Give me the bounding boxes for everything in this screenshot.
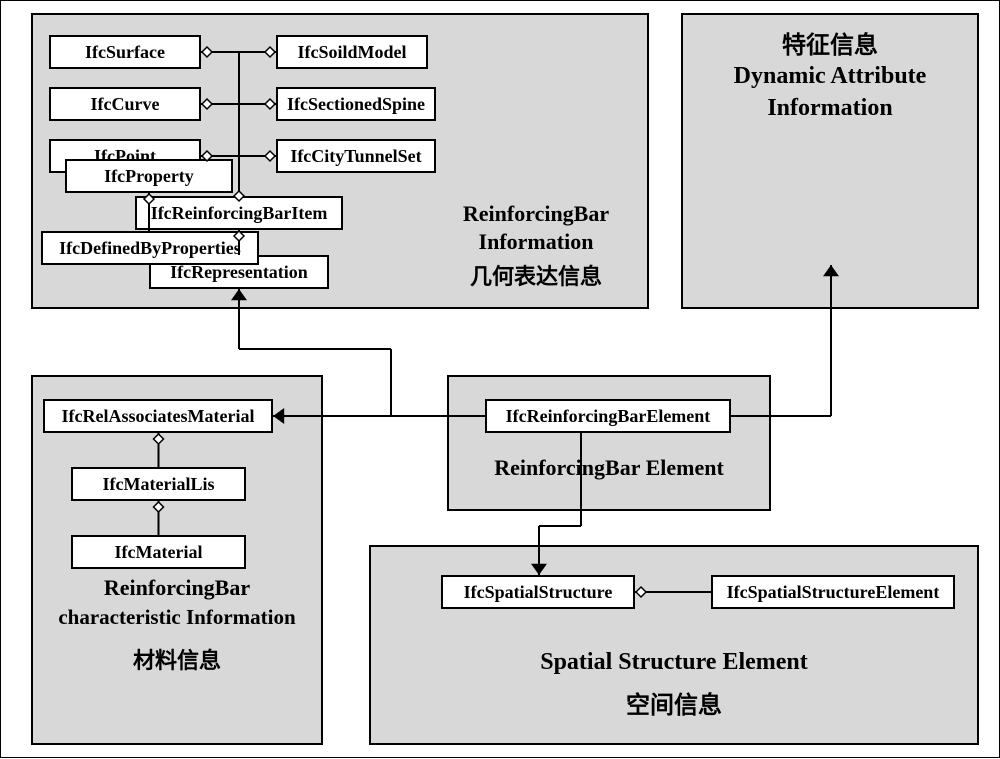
panel-label: 几何表达信息 bbox=[431, 259, 641, 291]
entity-ifcSpatialStructure: IfcSpatialStructure bbox=[441, 575, 635, 609]
entity-ifcSpatialStructureElement: IfcSpatialStructureElement bbox=[711, 575, 955, 609]
panel-elem bbox=[447, 375, 771, 511]
entity-ifcReinforcingBarElement: IfcReinforcingBarElement bbox=[485, 399, 731, 433]
panel-label: characteristic Information bbox=[31, 605, 323, 630]
panel-label: 空间信息 bbox=[369, 685, 979, 720]
panel-label: ReinforcingBar Element bbox=[447, 455, 771, 481]
panel-label: ReinforcingBar bbox=[31, 575, 323, 601]
entity-ifcRelAssociatesMaterial: IfcRelAssociatesMaterial bbox=[43, 399, 273, 433]
entity-ifcDefinedByProperties: IfcDefinedByProperties bbox=[41, 231, 259, 265]
entity-ifcProperty: IfcProperty bbox=[65, 159, 233, 193]
panel-label: Dynamic Attribute bbox=[681, 63, 979, 90]
entity-ifcSectionedSpine: IfcSectionedSpine bbox=[276, 87, 436, 121]
diagram-stage: ReinforcingBarInformation几何表达信息IfcSurfac… bbox=[0, 0, 1000, 758]
entity-ifcSolidModel: IfcSoildModel bbox=[276, 35, 428, 69]
panel-label: Spatial Structure Element bbox=[369, 649, 979, 676]
entity-ifcReinforcingBarItem: IfcReinforcingBarItem bbox=[135, 196, 343, 230]
panel-label: 材料信息 bbox=[31, 643, 323, 675]
entity-ifcSurface: IfcSurface bbox=[49, 35, 201, 69]
panel-label: Information bbox=[431, 229, 641, 255]
panel-label: Information bbox=[681, 95, 979, 122]
entity-ifcCurve: IfcCurve bbox=[49, 87, 201, 121]
entity-ifcCityTunnelSet: IfcCityTunnelSet bbox=[276, 139, 436, 173]
entity-ifcMaterialLis: IfcMaterialLis bbox=[71, 467, 246, 501]
entity-ifcMaterial: IfcMaterial bbox=[71, 535, 246, 569]
panel-label: 特征信息 bbox=[681, 25, 979, 60]
panel-label: ReinforcingBar bbox=[431, 201, 641, 227]
